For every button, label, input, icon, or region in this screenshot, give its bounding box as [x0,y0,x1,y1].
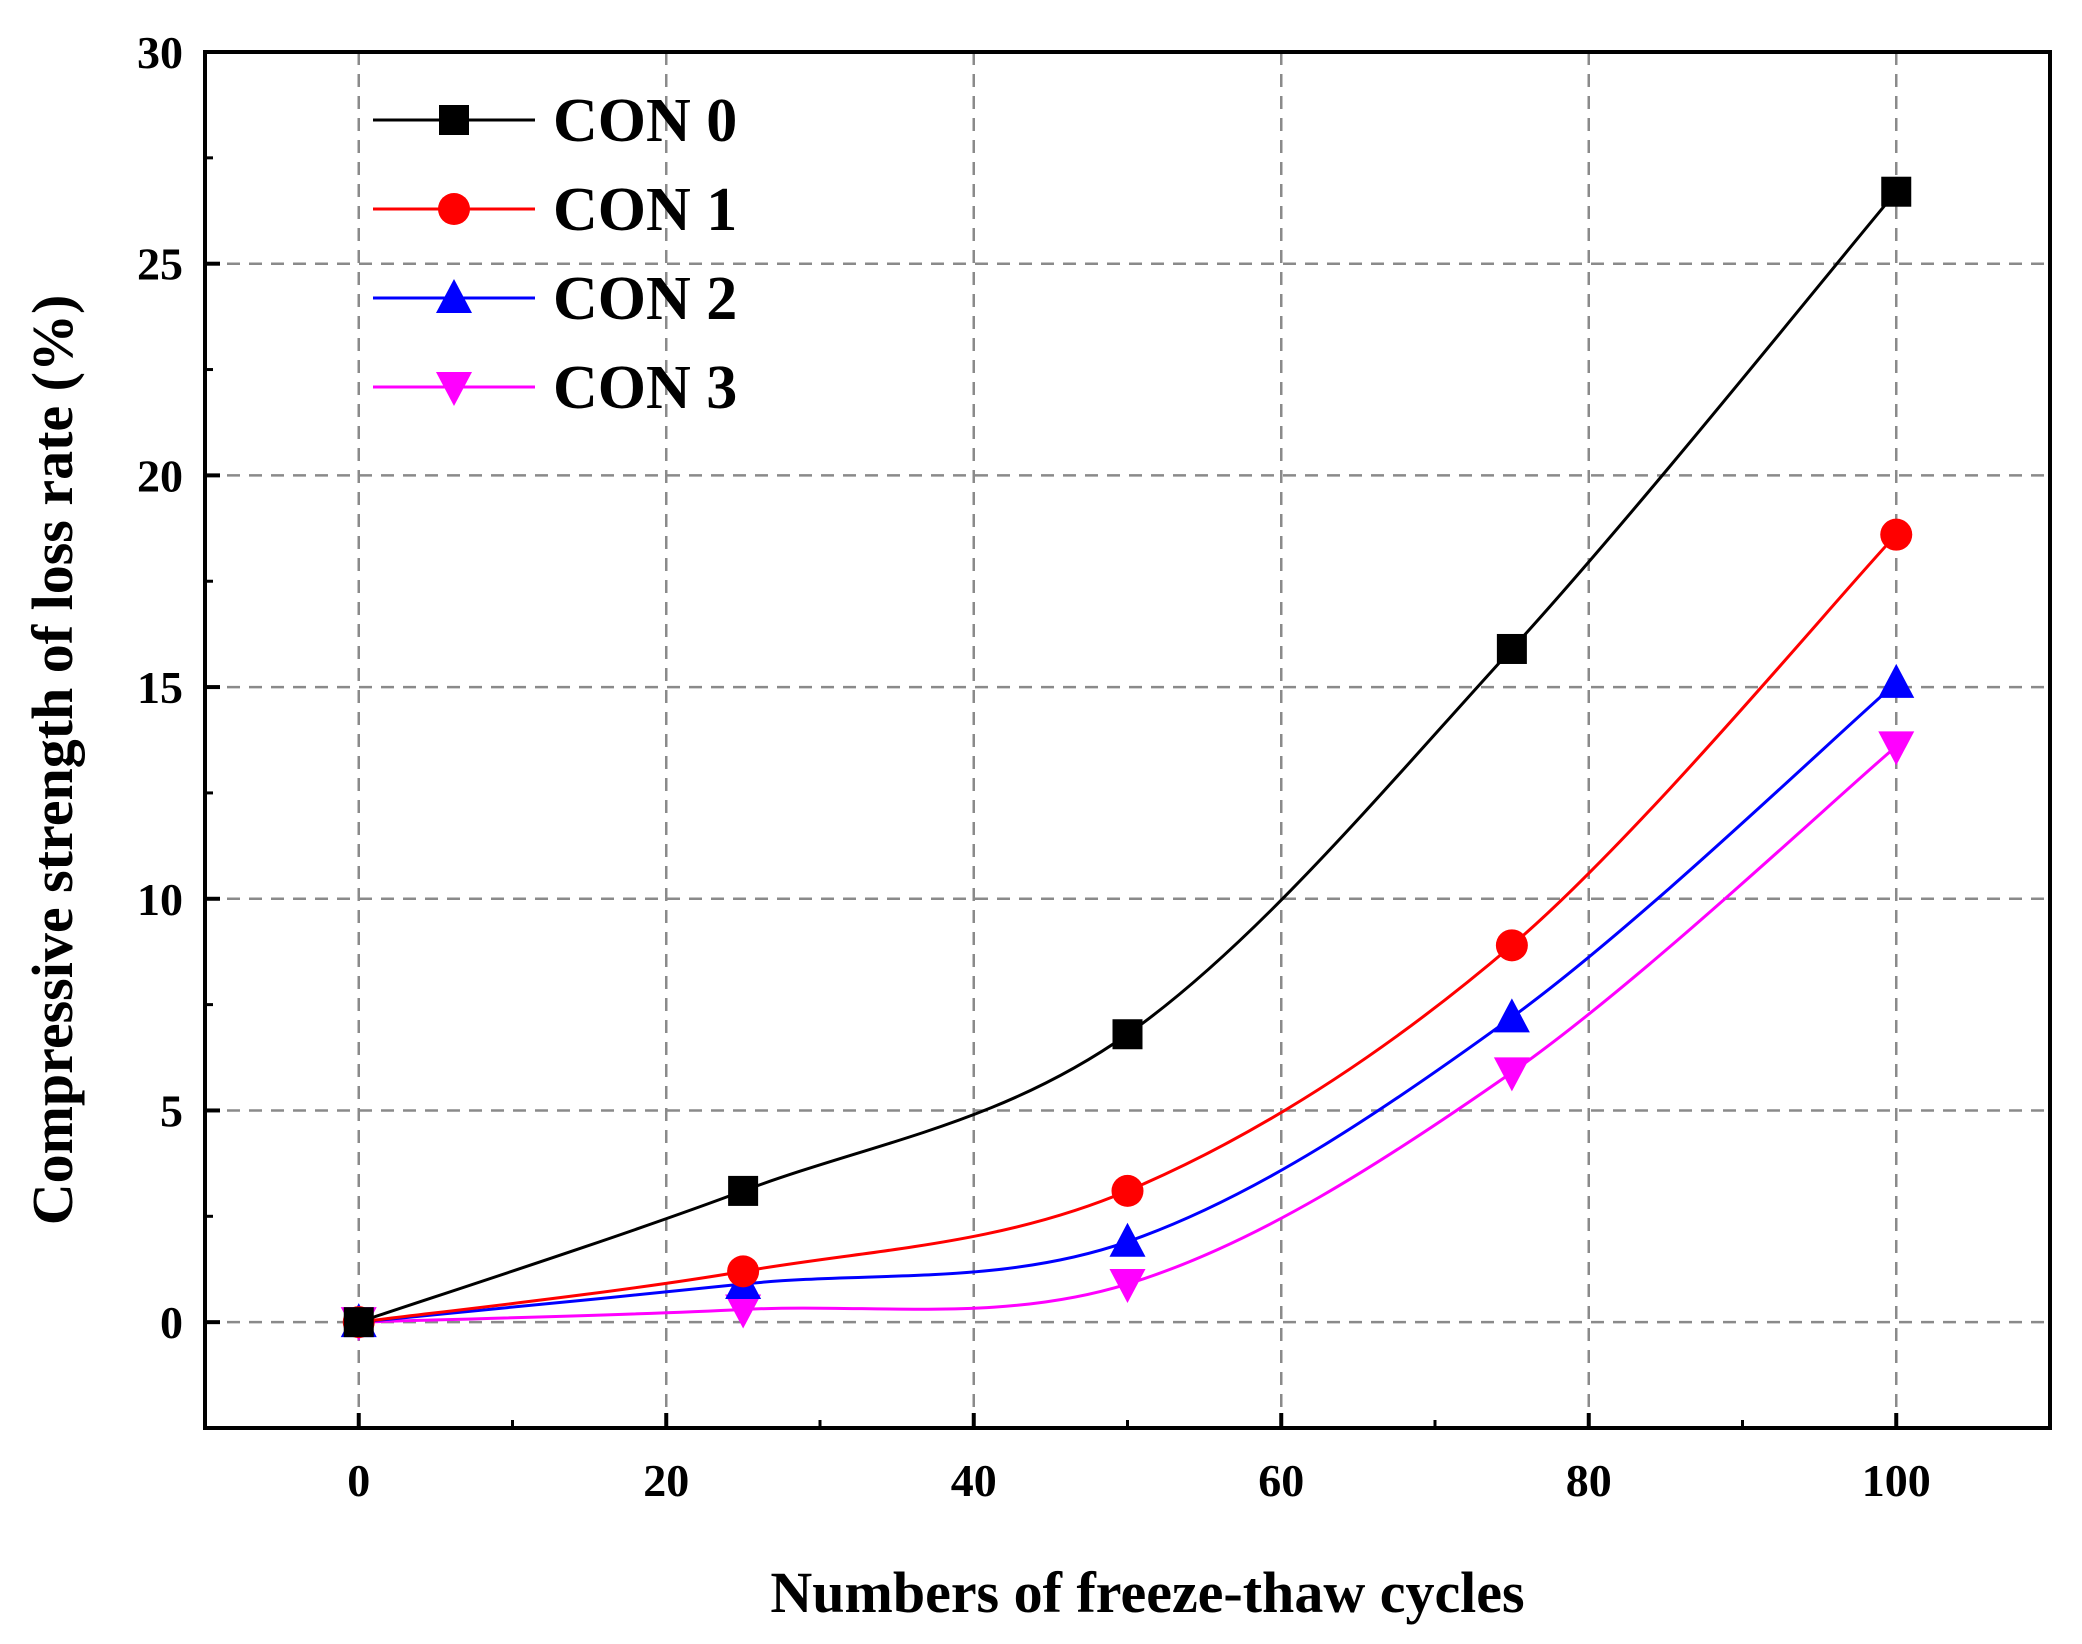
y-axis-title: Compressive strength of loss rate (%) [20,295,85,1226]
x-tick-label: 100 [1862,1455,1931,1506]
x-tick-label: 40 [951,1455,997,1506]
y-tick-label: 5 [160,1085,183,1136]
series-layer [340,176,1915,1342]
data-point-con-3 [1109,1269,1146,1304]
data-point-con-2 [1493,998,1530,1033]
data-point-con-1 [1495,929,1528,962]
series-line-con-3 [358,745,1898,1324]
series-con-1 [342,518,1913,1339]
legend-label: CON 2 [553,265,737,333]
y-tick-label: 10 [137,874,183,925]
series-line-con-1 [358,533,1898,1324]
x-tick-label: 20 [643,1455,689,1506]
legend-marker [439,105,469,135]
data-point-con-0 [1112,1019,1143,1050]
y-tick-label: 30 [137,27,183,78]
y-tick-label: 0 [160,1297,183,1348]
legend-item-con-1: CON 1 [373,176,737,244]
data-point-con-2 [1109,1222,1146,1257]
x-tick-label: 80 [1566,1455,1612,1506]
data-point-con-0 [1496,633,1527,664]
series-line-con-2 [358,681,1898,1324]
grid [205,52,2050,1428]
data-point-con-1 [1880,518,1913,551]
data-point-con-3 [725,1294,762,1329]
data-point-con-0 [728,1175,759,1206]
series-con-2 [340,663,1915,1338]
axis-ticks: 0 20 40 60 80 100 0 5 10 15 20 25 30 [137,27,1931,1506]
data-point-con-3 [1493,1057,1530,1092]
data-point-con-0 [1881,176,1912,207]
legend: CON 0 CON 1 CON 2 CON 3 [373,87,737,422]
y-tick-label: 15 [137,662,183,713]
legend-label: CON 0 [553,87,737,155]
data-point-con-0 [343,1307,374,1338]
y-tick-label: 20 [137,450,183,501]
legend-item-con-3: CON 3 [373,354,737,422]
legend-label: CON 1 [553,176,737,244]
legend-marker [436,279,472,313]
x-tick-label: 60 [1258,1455,1304,1506]
data-point-con-2 [1878,663,1915,698]
series-con-0 [343,176,1912,1338]
series-line-con-0 [358,190,1898,1324]
data-point-con-1 [727,1255,760,1288]
x-axis-title: Numbers of freeze-thaw cycles [770,1560,1524,1625]
plot-frame [203,50,2052,1430]
data-point-con-3 [1878,731,1915,766]
series-con-3 [340,731,1915,1342]
legend-item-con-2: CON 2 [373,265,737,333]
y-tick-label: 25 [137,239,183,290]
legend-item-con-0: CON 0 [373,87,737,155]
x-tick-label: 0 [347,1455,370,1506]
legend-marker [438,193,470,225]
data-point-con-1 [1111,1174,1144,1207]
legend-marker [436,372,472,406]
legend-label: CON 3 [553,354,737,422]
